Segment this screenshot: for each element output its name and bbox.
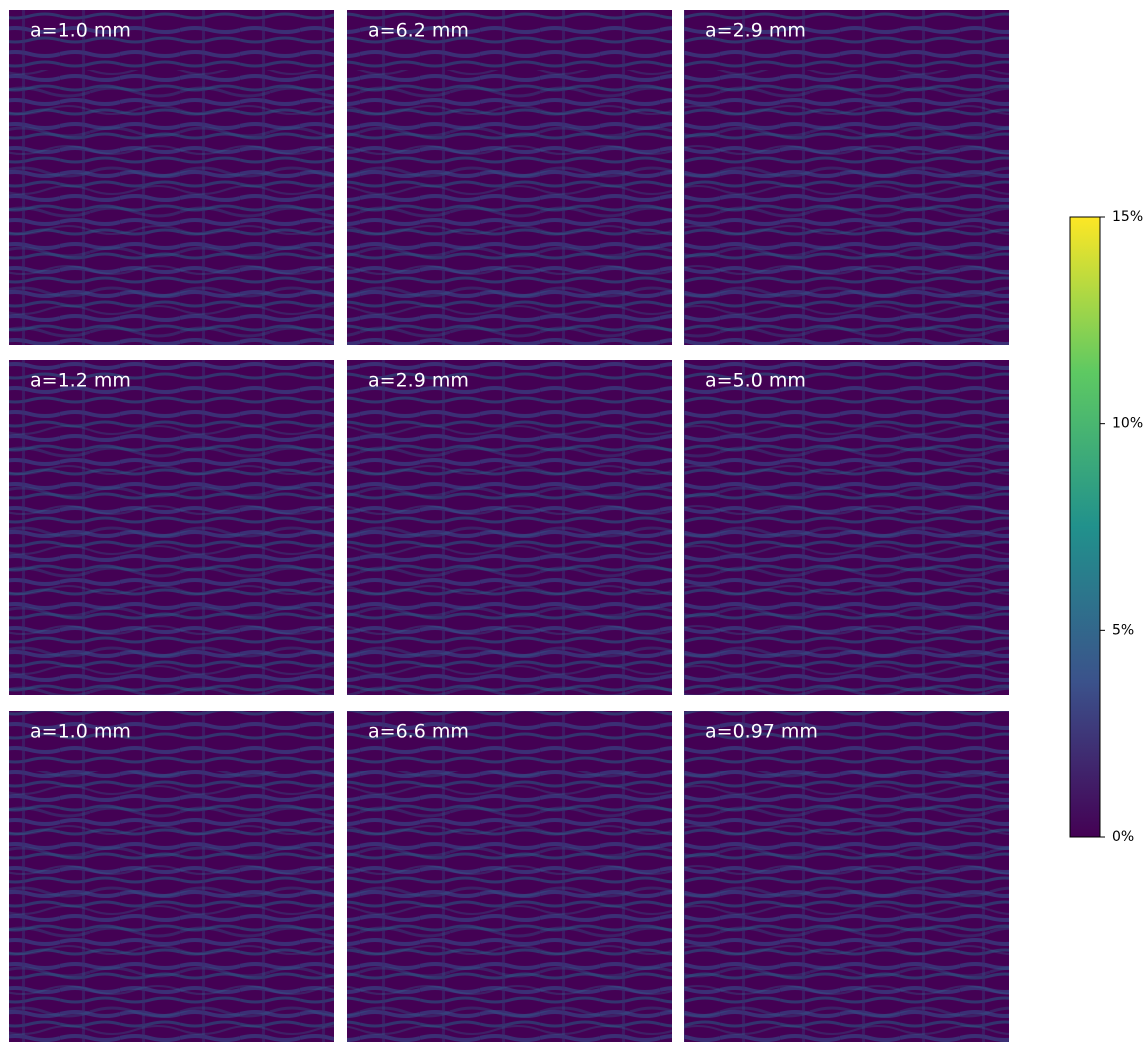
panel: a=6.6 mm [347, 711, 672, 1042]
heatmap-texture [347, 70, 672, 345]
panel: a=2.9 mm [684, 10, 1009, 345]
colorbar-tick-label: 5% [1112, 622, 1134, 638]
colorbar-tick-label: 10% [1112, 416, 1143, 432]
panel-label: a=1.0 mm [30, 721, 131, 743]
colorbar-tick-label: 15% [1112, 209, 1143, 225]
panel: a=6.2 mm [347, 10, 672, 345]
panel: a=5.0 mm [684, 360, 1009, 695]
heatmap-texture [9, 420, 334, 695]
heatmap-texture [684, 771, 1009, 1042]
colorbar [1069, 216, 1101, 838]
heatmap-texture [347, 771, 672, 1042]
panel-label: a=2.9 mm [705, 20, 806, 42]
panel-label: a=2.9 mm [368, 370, 469, 392]
heatmap-texture [9, 70, 334, 345]
heatmap-texture [684, 70, 1009, 345]
panel: a=1.0 mm [9, 10, 334, 345]
panel-label: a=6.2 mm [368, 20, 469, 42]
panel: a=1.2 mm [9, 360, 334, 695]
panel-label: a=6.6 mm [368, 721, 469, 743]
heatmap-texture [9, 771, 334, 1042]
panel: a=0.97 mm [684, 711, 1009, 1042]
panel-label: a=5.0 mm [705, 370, 806, 392]
panel-label: a=1.0 mm [30, 20, 131, 42]
panel-label: a=1.2 mm [30, 370, 131, 392]
panel: a=1.0 mm [9, 711, 334, 1042]
panel-label: a=0.97 mm [705, 721, 818, 743]
colorbar-tick-label: 0% [1112, 829, 1134, 845]
heatmap-texture [347, 420, 672, 695]
heatmap-texture [684, 420, 1009, 695]
panel: a=2.9 mm [347, 360, 672, 695]
